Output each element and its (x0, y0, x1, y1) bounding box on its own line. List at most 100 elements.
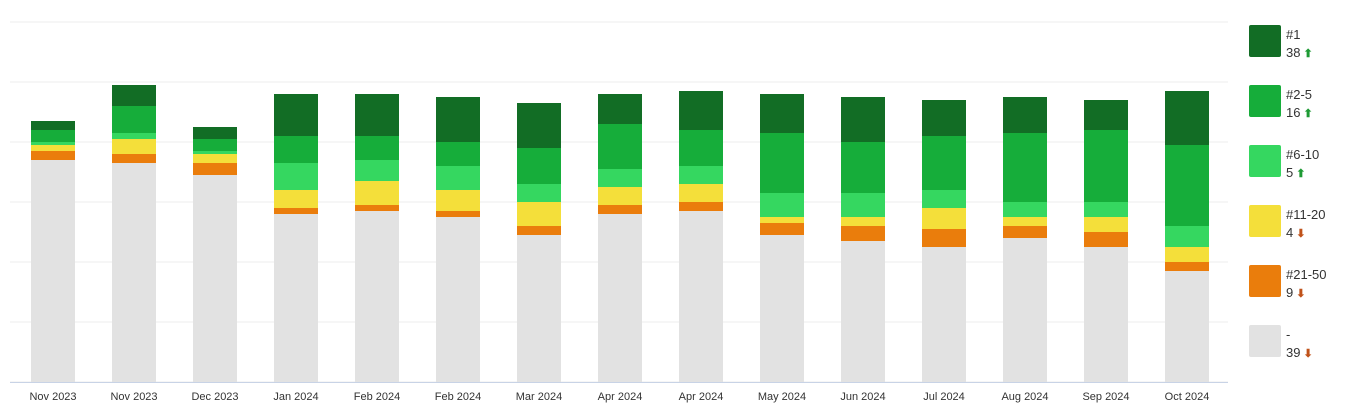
bar-segment[interactable] (31, 142, 75, 145)
bar-segment[interactable] (436, 142, 480, 166)
arrow-up-icon: ⬆ (1303, 108, 1313, 120)
bar-segment[interactable] (841, 142, 885, 193)
bar-segment[interactable] (679, 184, 723, 202)
bar-segment[interactable] (1003, 238, 1047, 382)
bar-segment[interactable] (679, 211, 723, 382)
bar-segment[interactable] (1165, 226, 1209, 247)
bar-segment[interactable] (274, 208, 318, 214)
bar-segment[interactable] (1003, 97, 1047, 133)
bar-segment[interactable] (598, 187, 642, 205)
bar-segment[interactable] (760, 217, 804, 223)
legend-item[interactable]: #11-20 4 ⬇ (1249, 205, 1349, 265)
bar-segment[interactable] (598, 124, 642, 169)
bar-segment[interactable] (1084, 247, 1128, 382)
bar-segment[interactable] (598, 169, 642, 187)
bar-segment[interactable] (355, 181, 399, 205)
bar-segment[interactable] (760, 223, 804, 235)
bar-segment[interactable] (517, 184, 561, 202)
bar-segment[interactable] (31, 145, 75, 151)
bar-segment[interactable] (274, 163, 318, 190)
bar-segment[interactable] (1165, 262, 1209, 271)
bar-segment[interactable] (274, 136, 318, 163)
bar-segment[interactable] (517, 148, 561, 184)
bar-segment[interactable] (517, 103, 561, 148)
bar-segment[interactable] (193, 175, 237, 382)
bar-segment[interactable] (112, 163, 156, 382)
bar-segment[interactable] (922, 100, 966, 136)
bar-segment[interactable] (1003, 217, 1047, 226)
bar-segment[interactable] (1003, 226, 1047, 238)
bar-segment[interactable] (355, 205, 399, 211)
legend-item[interactable]: #6-10 5 ⬆ (1249, 145, 1349, 205)
bar-segment[interactable] (436, 211, 480, 217)
bar-segment[interactable] (679, 130, 723, 166)
bar-segment[interactable] (436, 97, 480, 142)
arrow-down-icon: ⬇ (1296, 228, 1306, 240)
bar-segment[interactable] (760, 94, 804, 133)
bar-segment[interactable] (598, 214, 642, 382)
bar-segment[interactable] (31, 130, 75, 142)
bar-segment[interactable] (1165, 247, 1209, 262)
bar-segment[interactable] (31, 121, 75, 130)
bar-segment[interactable] (193, 139, 237, 151)
bar-segment[interactable] (355, 211, 399, 382)
bar-segment[interactable] (112, 106, 156, 133)
bar-segment[interactable] (922, 247, 966, 382)
bar-segment[interactable] (760, 133, 804, 193)
bar-segment[interactable] (1084, 232, 1128, 247)
bar-segment[interactable] (193, 163, 237, 175)
bar-segment[interactable] (679, 166, 723, 184)
legend-item[interactable]: #2-5 16 ⬆ (1249, 85, 1349, 145)
bar-segment[interactable] (760, 193, 804, 217)
bar-segment[interactable] (112, 85, 156, 106)
legend-item[interactable]: #21-50 9 ⬇ (1249, 265, 1349, 325)
bar-segment[interactable] (1084, 130, 1128, 202)
bar-segment[interactable] (841, 193, 885, 217)
bar-segment[interactable] (922, 229, 966, 247)
bar-segment[interactable] (274, 94, 318, 136)
bar-segment[interactable] (517, 235, 561, 382)
bar-segment[interactable] (679, 91, 723, 130)
bar-segment[interactable] (841, 226, 885, 241)
bar-segment[interactable] (598, 205, 642, 214)
bar-segment[interactable] (1165, 145, 1209, 226)
bar-segment[interactable] (193, 127, 237, 139)
bar-segment[interactable] (274, 190, 318, 208)
bar-segment[interactable] (517, 202, 561, 226)
bar-segment[interactable] (193, 151, 237, 154)
bar-segment[interactable] (841, 97, 885, 142)
bar-segment[interactable] (31, 151, 75, 160)
bar-segment[interactable] (436, 190, 480, 211)
bar-segment[interactable] (355, 160, 399, 181)
bar-segment[interactable] (841, 217, 885, 226)
legend-item[interactable]: - 39 ⬇ (1249, 325, 1349, 385)
bar-segment[interactable] (193, 154, 237, 163)
bar-segment[interactable] (112, 139, 156, 154)
bar-segment[interactable] (922, 208, 966, 229)
legend-item[interactable]: #1 38 ⬆ (1249, 25, 1349, 85)
bar-segment[interactable] (1165, 91, 1209, 145)
bar-segment[interactable] (355, 136, 399, 160)
bar-segment[interactable] (112, 133, 156, 139)
bar-segment[interactable] (1165, 271, 1209, 382)
bar-segment[interactable] (598, 94, 642, 124)
bar-segment[interactable] (1003, 202, 1047, 217)
bar-segment[interactable] (760, 235, 804, 382)
legend: #1 38 ⬆ #2-5 16 ⬆ #6-10 5 ⬆ #11-20 4 ⬇ #21-50 9 ⬇ -39 ⬇ (1249, 25, 1349, 385)
bar-segment[interactable] (922, 190, 966, 208)
bar-segment[interactable] (436, 166, 480, 190)
bar-segment[interactable] (517, 226, 561, 235)
bar-segment[interactable] (1003, 133, 1047, 202)
bar-segment[interactable] (355, 94, 399, 136)
bar-segment[interactable] (1084, 202, 1128, 217)
bar-segment[interactable] (31, 160, 75, 382)
bar-segment[interactable] (679, 202, 723, 211)
bar-segment[interactable] (922, 136, 966, 190)
bar-segment[interactable] (841, 241, 885, 382)
bar-segment[interactable] (112, 154, 156, 163)
legend-count: 38 (1286, 45, 1301, 60)
bar-segment[interactable] (1084, 100, 1128, 130)
bar-segment[interactable] (1084, 217, 1128, 232)
bar-segment[interactable] (436, 217, 480, 382)
bar-segment[interactable] (274, 214, 318, 382)
